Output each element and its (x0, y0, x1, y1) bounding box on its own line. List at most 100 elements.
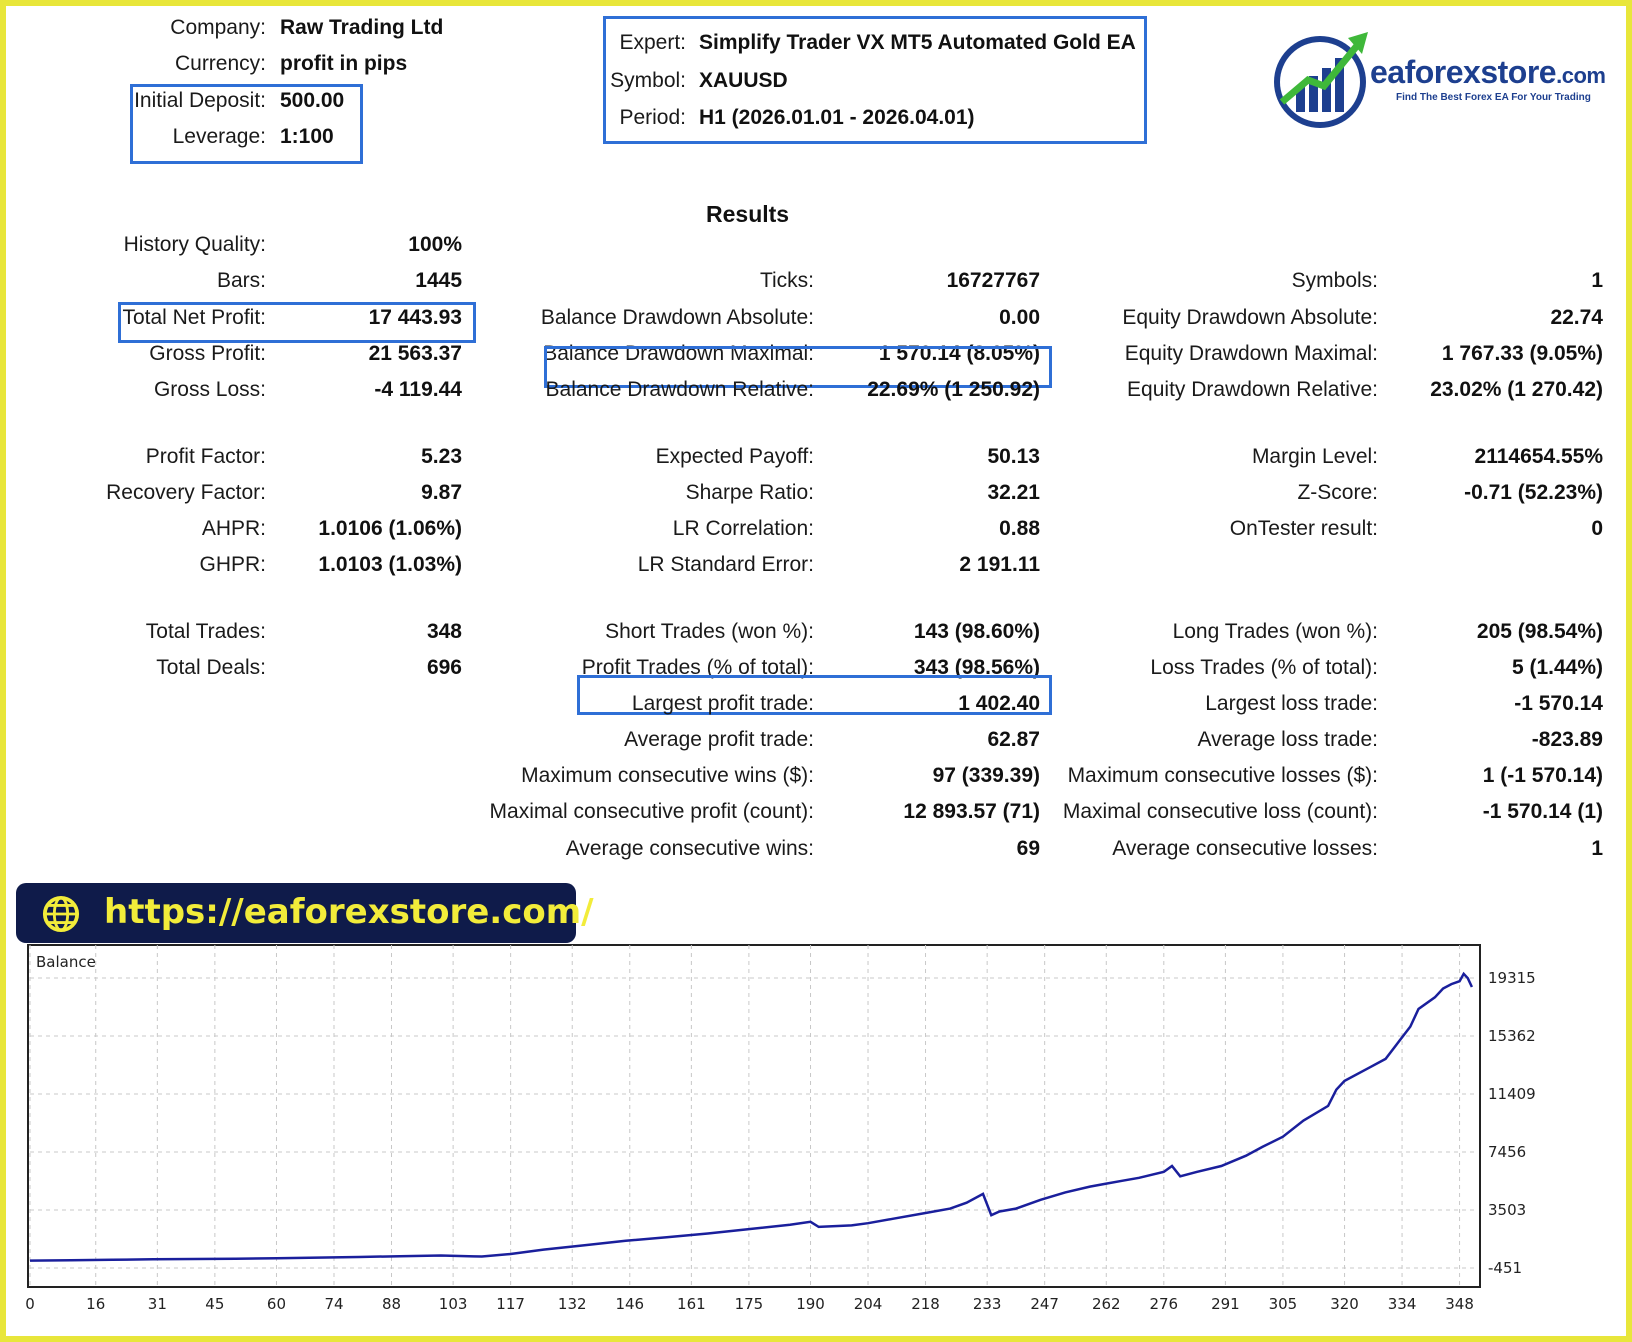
x-tick-label: 161 (677, 1295, 706, 1313)
max-consecutive-losses-label: Maximum consecutive losses ($): (1067, 764, 1378, 787)
margin-level-value: 2114654.55% (1474, 445, 1603, 468)
ghpr-label: GHPR: (199, 553, 266, 576)
x-tick-label: 348 (1445, 1295, 1474, 1313)
bars-value: 1445 (415, 269, 462, 292)
expected-payoff-value: 50.13 (987, 445, 1040, 468)
gross-profit-label: Gross Profit: (149, 342, 266, 365)
total-deals-value: 696 (426, 656, 462, 679)
profit-factor-value: 5.23 (421, 445, 462, 468)
lr-standard-error-value: 2 191.11 (959, 553, 1040, 576)
period-value: H1 (2026.01.01 - 2026.04.01) (699, 106, 975, 129)
x-tick-label: 175 (735, 1295, 764, 1313)
eaforexstore-logo: eaforexstore.com Find The Best Forex EA … (1268, 24, 1632, 134)
y-tick-label: 7456 (1488, 1143, 1526, 1161)
symbol-value: XAUUSD (699, 69, 788, 92)
profit-factor-label: Profit Factor: (145, 445, 266, 468)
x-tick-label: 334 (1388, 1295, 1417, 1313)
currency-value: profit in pips (280, 52, 408, 75)
x-tick-label: 60 (267, 1295, 286, 1313)
x-tick-label: 74 (324, 1295, 343, 1313)
total-net-profit-value: 17 443.93 (368, 306, 462, 329)
x-tick-label: 88 (382, 1295, 401, 1313)
total-trades-label: Total Trades: (145, 620, 266, 643)
leverage-label: Leverage: (172, 125, 266, 148)
y-tick-label: 15362 (1488, 1027, 1536, 1045)
logo-tagline: Find The Best Forex EA For Your Trading (1396, 92, 1591, 103)
balance-dd-relative-label: Balance Drawdown Relative: (545, 378, 814, 401)
loss-trades-value: 5 (1.44%) (1511, 656, 1603, 679)
company-value: Raw Trading Ltd (280, 16, 444, 39)
ontester-result-value: 0 (1591, 517, 1603, 540)
short-trades-value: 143 (98.60%) (913, 620, 1040, 643)
average-loss-trade-value: -823.89 (1531, 728, 1603, 751)
average-consecutive-losses-value: 1 (1591, 837, 1603, 860)
logo-wordmark: eaforexstore.com (1370, 54, 1606, 90)
balance-series-line (29, 971, 1474, 1262)
lr-correlation-label: LR Correlation: (672, 517, 814, 540)
equity-dd-relative-label: Equity Drawdown Relative: (1127, 378, 1378, 401)
net-profit-highlight-box (118, 302, 476, 343)
long-trades-value: 205 (98.54%) (1476, 620, 1603, 643)
total-deals-label: Total Deals: (156, 656, 266, 679)
average-loss-trade-label: Average loss trade: (1197, 728, 1378, 751)
recovery-factor-value: 9.87 (421, 481, 462, 504)
y-tick-label: -451 (1488, 1259, 1522, 1277)
sharpe-ratio-label: Sharpe Ratio: (685, 481, 814, 504)
y-tick-label: 11409 (1488, 1085, 1536, 1103)
sharpe-ratio-value: 32.21 (987, 481, 1040, 504)
expected-payoff-label: Expected Payoff: (655, 445, 814, 468)
equity-dd-maximal-label: Equity Drawdown Maximal: (1124, 342, 1378, 365)
lr-standard-error-label: LR Standard Error: (637, 553, 814, 576)
leverage-value: 1:100 (280, 125, 334, 148)
margin-level-label: Margin Level: (1251, 445, 1378, 468)
max-consecutive-wins-value: 97 (339.39) (932, 764, 1040, 787)
maximal-consecutive-loss-value: -1 570.14 (1) (1482, 800, 1603, 823)
chart-title: Balance (36, 953, 96, 971)
balance-dd-relative-value: 22.69% (1 250.92) (867, 378, 1040, 401)
logo-globe-icon (1274, 32, 1368, 128)
balance-dd-absolute-label: Balance Drawdown Absolute: (540, 306, 814, 329)
loss-trades-label: Loss Trades (% of total): (1150, 656, 1378, 679)
maximal-consecutive-profit-label: Maximal consecutive profit (count): (489, 800, 814, 823)
x-tick-label: 146 (615, 1295, 644, 1313)
website-url[interactable]: https://eaforexstore.com/ (104, 892, 594, 932)
recovery-factor-label: Recovery Factor: (106, 481, 266, 504)
equity-dd-relative-value: 23.02% (1 270.42) (1430, 378, 1603, 401)
average-profit-trade-label: Average profit trade: (624, 728, 814, 751)
website-url-banner[interactable]: https://eaforexstore.com/ (16, 883, 594, 943)
results-title: Results (706, 201, 790, 227)
currency-label: Currency: (174, 52, 266, 75)
x-tick-label: 31 (148, 1295, 167, 1313)
x-tick-label: 320 (1330, 1295, 1359, 1313)
expert-highlight-box (603, 16, 1147, 144)
ticks-label: Ticks: (759, 269, 814, 292)
largest-profit-trade-value: 1 402.40 (958, 692, 1040, 715)
company-label: Company: (170, 16, 266, 39)
history-quality-label: History Quality: (123, 233, 266, 256)
gross-profit-value: 21 563.37 (368, 342, 462, 365)
gross-loss-label: Gross Loss: (153, 378, 266, 401)
symbol-label: Symbol: (610, 69, 686, 92)
deposit-value: 500.00 (280, 89, 345, 112)
x-tick-label: 45 (205, 1295, 224, 1313)
y-tick-label: 3503 (1488, 1201, 1526, 1219)
short-trades-label: Short Trades (won %): (605, 620, 814, 643)
average-consecutive-wins-value: 69 (1016, 837, 1040, 860)
total-net-profit-label: Total Net Profit: (122, 306, 266, 329)
maximal-consecutive-loss-label: Maximal consecutive loss (count): (1062, 800, 1378, 823)
largest-loss-trade-label: Largest loss trade: (1205, 692, 1378, 715)
lr-correlation-value: 0.88 (999, 517, 1040, 540)
ahpr-value: 1.0106 (1.06%) (318, 517, 462, 540)
chart-plot-area (27, 944, 1481, 1288)
profit-trades-label: Profit Trades (% of total): (581, 656, 814, 679)
profit-trades-highlight-box (577, 675, 1052, 715)
largest-loss-trade-value: -1 570.14 (1514, 692, 1603, 715)
globe-icon (42, 895, 80, 933)
balance-dd-absolute-value: 0.00 (999, 306, 1040, 329)
ticks-value: 16727767 (946, 269, 1040, 292)
deposit-label: Initial Deposit: (134, 89, 266, 112)
y-tick-label: 19315 (1488, 969, 1536, 987)
x-tick-label: 276 (1149, 1295, 1178, 1313)
expert-label: Expert: (619, 31, 686, 54)
